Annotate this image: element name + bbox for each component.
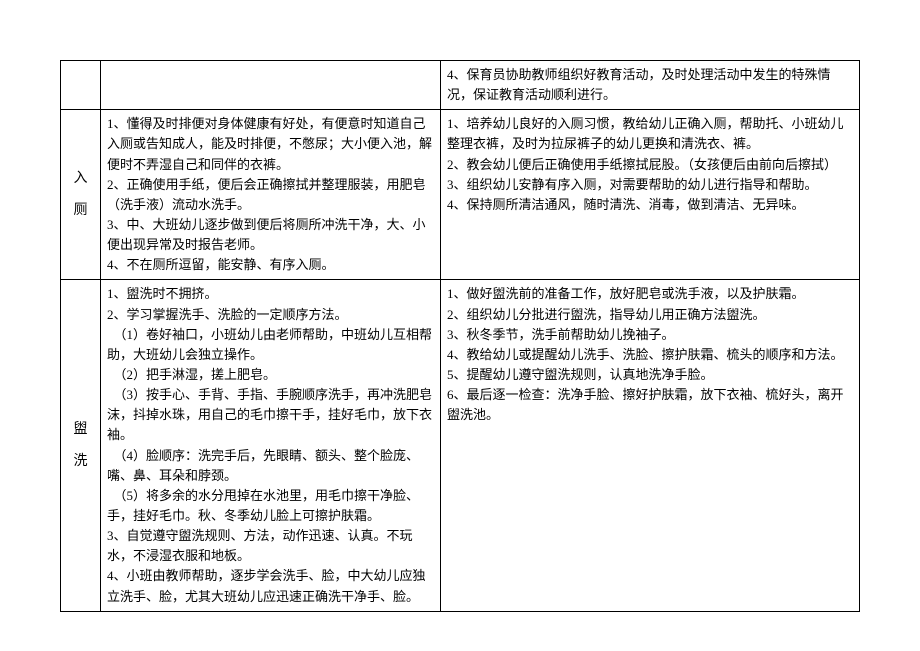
row1-label: 入 厕 bbox=[61, 110, 101, 280]
row1-right: 1、培养幼儿良好的入厕习惯，教给幼儿正确入厕，帮助托、小班幼儿整理衣裤，及时为拉… bbox=[441, 110, 860, 280]
table-row: 4、保育员协助教师组织好教育活动，及时处理活动中发生的特殊情况，保证教育活动顺利… bbox=[61, 61, 860, 110]
row0-right: 4、保育员协助教师组织好教育活动，及时处理活动中发生的特殊情况，保证教育活动顺利… bbox=[441, 61, 860, 110]
row1-left: 1、懂得及时排便对身体健康有好处，有便意时知道自己入厕或告知成人，能及时排便，不… bbox=[101, 110, 441, 280]
routine-table: 4、保育员协助教师组织好教育活动，及时处理活动中发生的特殊情况，保证教育活动顺利… bbox=[60, 60, 860, 612]
row2-label: 盥 洗 bbox=[61, 280, 101, 611]
row0-label bbox=[61, 61, 101, 110]
table-row: 盥 洗 1、盥洗时不拥挤。2、学习掌握洗手、洗脸的一定顺序方法。 （1）卷好袖口… bbox=[61, 280, 860, 611]
row2-right: 1、做好盥洗前的准备工作，放好肥皂或洗手液，以及护肤霜。2、组织幼儿分批进行盥洗… bbox=[441, 280, 860, 611]
document-page: 4、保育员协助教师组织好教育活动，及时处理活动中发生的特殊情况，保证教育活动顺利… bbox=[0, 0, 920, 612]
table-row: 入 厕 1、懂得及时排便对身体健康有好处，有便意时知道自己入厕或告知成人，能及时… bbox=[61, 110, 860, 280]
row2-left: 1、盥洗时不拥挤。2、学习掌握洗手、洗脸的一定顺序方法。 （1）卷好袖口，小班幼… bbox=[101, 280, 441, 611]
row0-left bbox=[101, 61, 441, 110]
